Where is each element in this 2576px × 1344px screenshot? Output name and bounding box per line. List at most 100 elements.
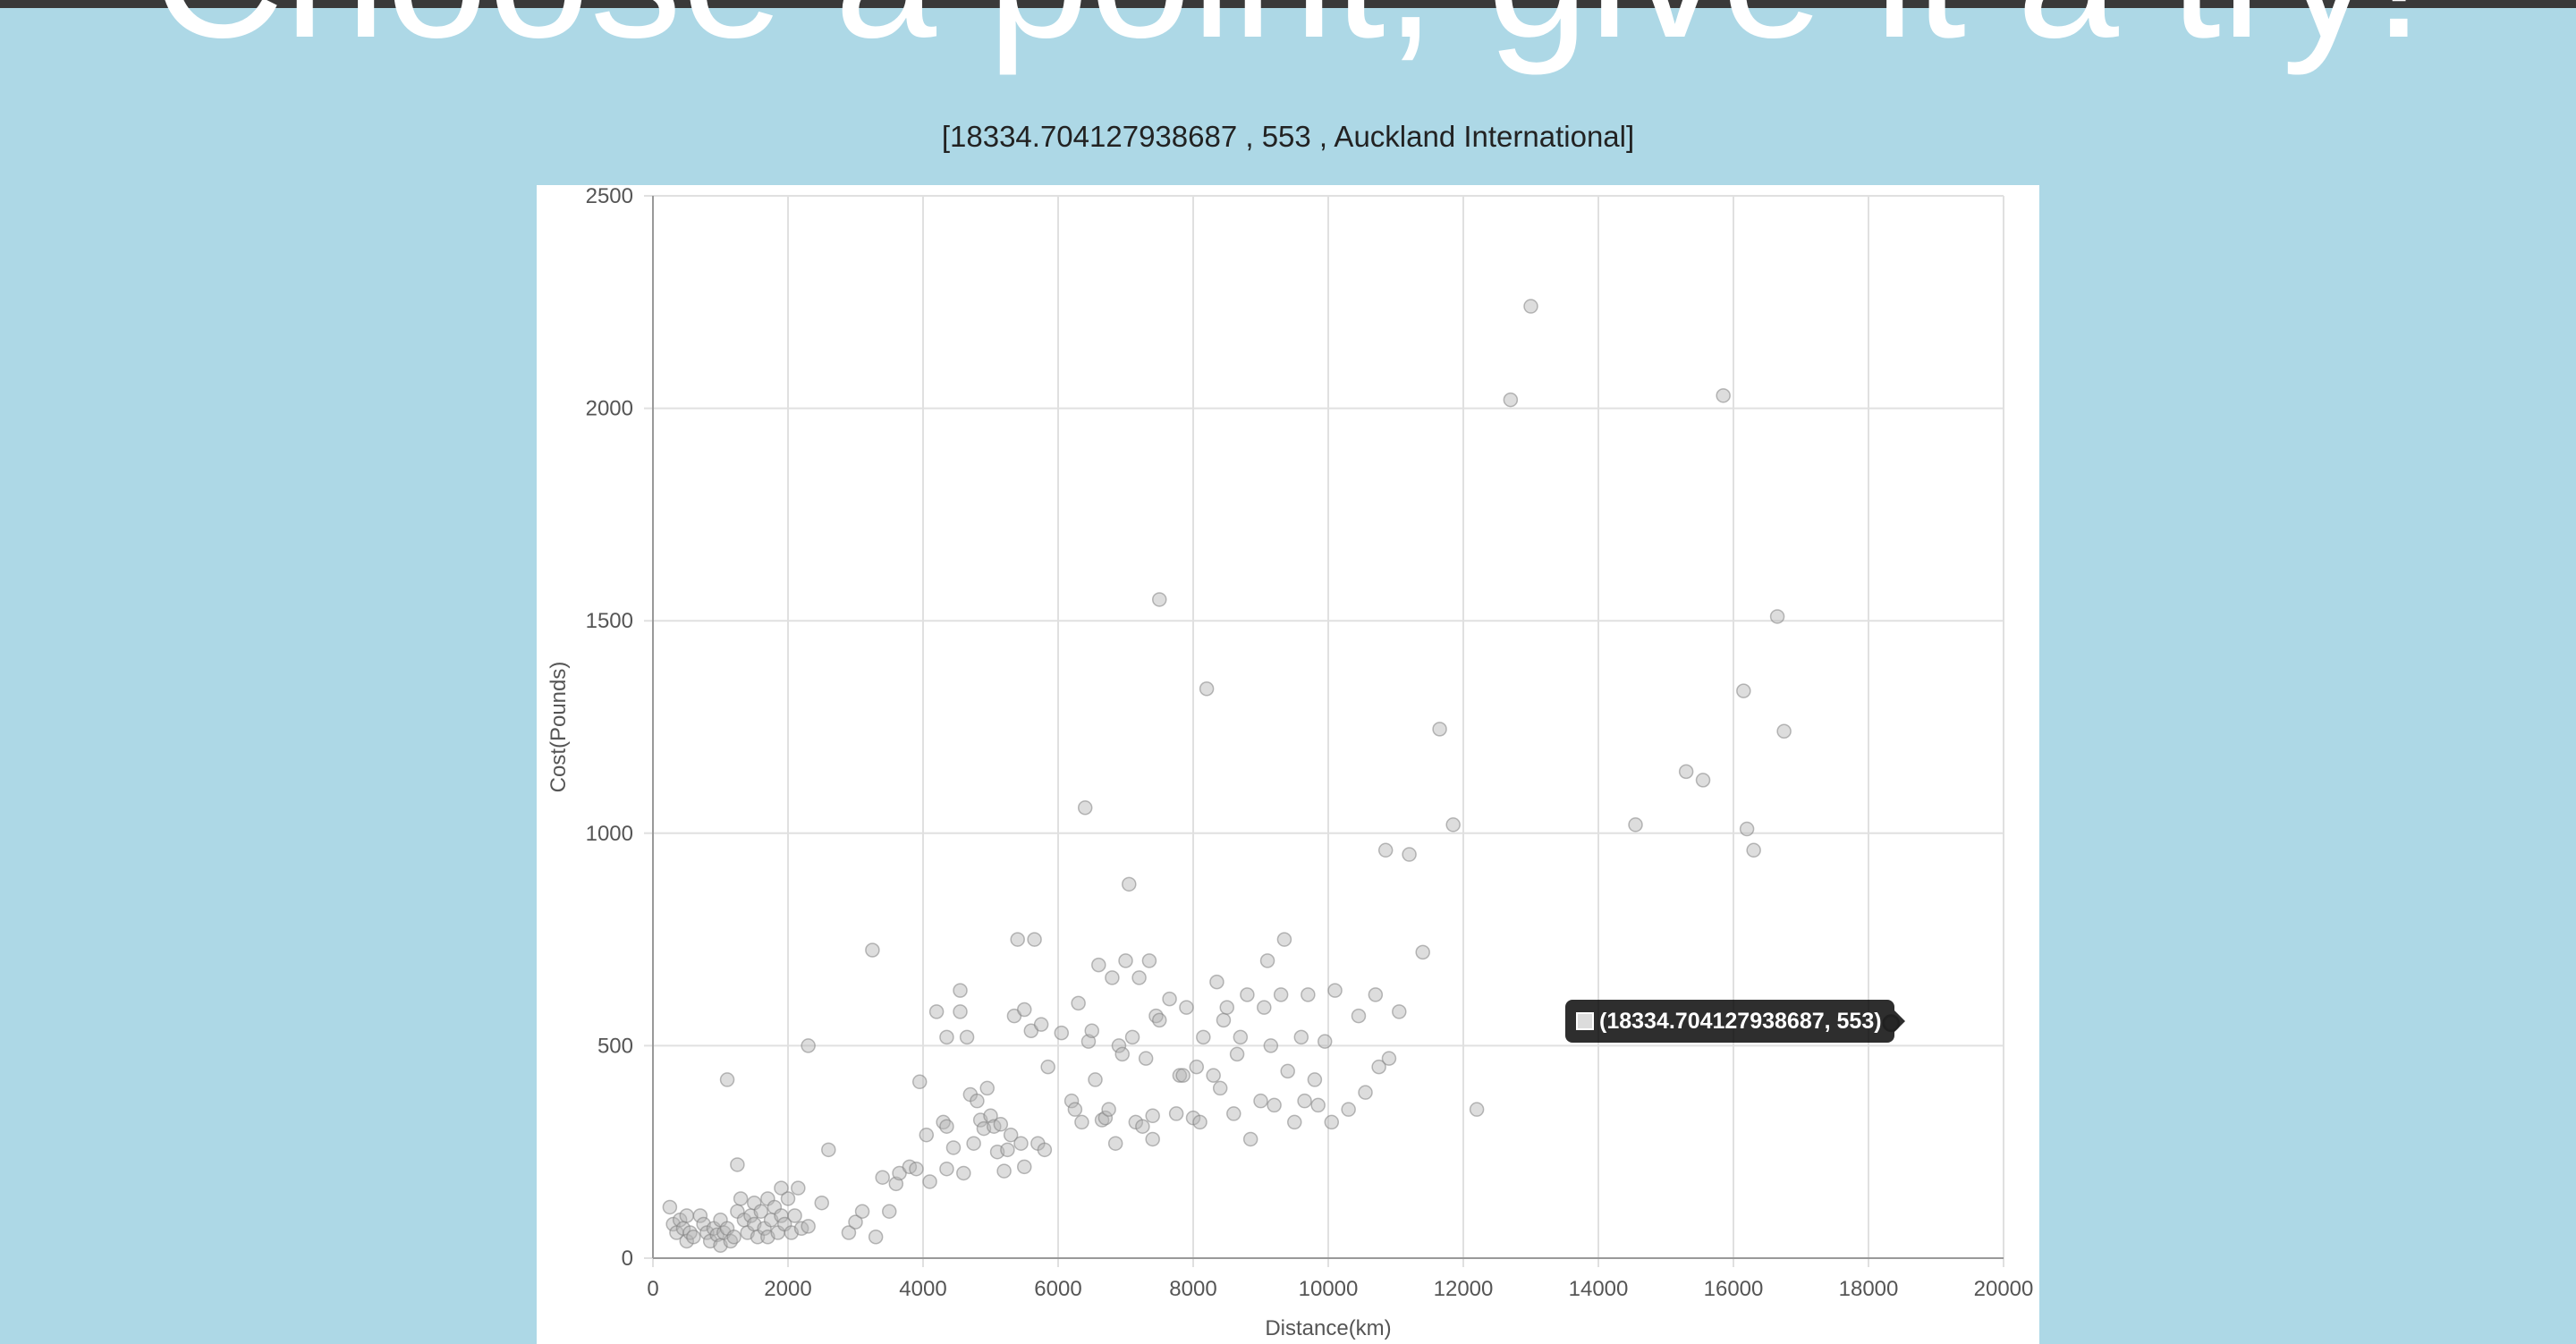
- data-point: [993, 1117, 1009, 1132]
- data-point: [1017, 1002, 1032, 1018]
- data-point: [939, 1161, 954, 1177]
- data-point: [1152, 1012, 1167, 1028]
- scatter-chart: 0 2000 4000 6000 8000 10000 12000 14000 16000 180…: [547, 185, 2033, 1340]
- data-point: [1040, 1059, 1055, 1075]
- x-tick-label: 0: [647, 1277, 658, 1301]
- data-point: [1776, 723, 1792, 740]
- data-point: [1293, 1029, 1309, 1045]
- data-point: [956, 1165, 971, 1181]
- data-point: [1257, 1000, 1272, 1015]
- data-point: [919, 1127, 935, 1143]
- x-tick-label: 2000: [764, 1277, 811, 1301]
- data-point: [1209, 974, 1224, 990]
- data-point: [1307, 1072, 1323, 1087]
- data-point: [865, 942, 880, 958]
- data-point: [1297, 1093, 1312, 1109]
- data-point: [1135, 1119, 1150, 1134]
- data-point: [970, 1093, 985, 1109]
- data-point: [679, 1208, 694, 1223]
- data-point: [1229, 1046, 1245, 1062]
- data-point: [730, 1157, 745, 1172]
- data-point: [1145, 1108, 1160, 1124]
- data-point: [692, 1208, 708, 1223]
- tooltip-text: (18334.704127938687, 553): [1599, 1008, 1882, 1034]
- data-point: [841, 1225, 857, 1240]
- data-point: [909, 1161, 924, 1177]
- data-point: [1097, 1110, 1114, 1126]
- y-tick-label: 1500: [586, 609, 633, 633]
- data-point: [1071, 995, 1086, 1011]
- data-point: [753, 1204, 769, 1219]
- x-tick-label: 18000: [1839, 1277, 1899, 1301]
- data-point: [662, 1199, 678, 1215]
- data-point: [1381, 1051, 1397, 1066]
- data-point: [1469, 1102, 1485, 1117]
- data-point: [848, 1214, 863, 1230]
- data-point: [1088, 1072, 1103, 1087]
- data-point: [1695, 773, 1711, 788]
- data-point: [1179, 1000, 1194, 1015]
- y-tick-label: 2000: [586, 397, 633, 421]
- data-point: [1628, 817, 1643, 833]
- x-tick-label: 16000: [1704, 1277, 1764, 1301]
- data-point: [1091, 957, 1106, 973]
- data-point: [953, 983, 968, 998]
- page-title: Choose a point, give it a try!: [0, 0, 2576, 65]
- x-tick-label: 8000: [1169, 1277, 1216, 1301]
- x-tick-label: 14000: [1569, 1277, 1629, 1301]
- data-point: [1037, 1142, 1053, 1158]
- y-tick-label: 500: [597, 1034, 633, 1058]
- data-point: [1523, 299, 1538, 314]
- data-point: [1368, 987, 1384, 1002]
- y-tick-label: 2500: [586, 185, 633, 208]
- data-point: [1327, 983, 1343, 998]
- data-point: [1101, 1102, 1116, 1117]
- data-point: [911, 1074, 928, 1090]
- data-point: [1341, 1102, 1356, 1117]
- data-point: [1746, 842, 1761, 858]
- data-point: [1503, 392, 1519, 408]
- data-point: [726, 1229, 741, 1245]
- data-point: [1196, 1029, 1211, 1045]
- data-point: [1122, 876, 1137, 892]
- tooltip-color-swatch: [1576, 1012, 1594, 1030]
- data-point: [1402, 847, 1417, 862]
- chart-panel: 0 2000 4000 6000 8000 10000 12000 14000 16000 180…: [537, 185, 2039, 1344]
- data-point: [814, 1195, 829, 1211]
- data-point: [787, 1208, 802, 1223]
- data-point: [686, 1229, 701, 1245]
- data-point: [1377, 842, 1394, 858]
- data-point: [966, 1136, 981, 1151]
- data-point: [1678, 764, 1694, 780]
- data-point: [791, 1180, 806, 1196]
- data-point: [1216, 1012, 1232, 1028]
- data-point: [1033, 1017, 1049, 1032]
- data-point: [1152, 592, 1167, 607]
- data-point: [959, 1029, 975, 1045]
- data-point: [1259, 953, 1275, 968]
- data-point: [1263, 1038, 1279, 1053]
- data-point: [1392, 1004, 1407, 1019]
- selected-point-info: [18334.704127938687 , 553 , Auckland Int…: [941, 120, 1635, 153]
- data-point: [1317, 1034, 1333, 1049]
- data-point: [1017, 1159, 1032, 1175]
- x-tick-label: 4000: [899, 1277, 946, 1301]
- data-point: [1324, 1114, 1340, 1130]
- data-point: [1114, 1046, 1130, 1062]
- data-point: [1054, 1025, 1070, 1041]
- data-point: [1118, 953, 1133, 968]
- data-point: [1739, 821, 1755, 837]
- data-point: [1162, 991, 1177, 1007]
- data-point: [801, 1038, 816, 1053]
- data-point: [1067, 1102, 1083, 1117]
- data-point: [996, 1163, 1012, 1179]
- x-tick-label: 10000: [1299, 1277, 1359, 1301]
- data-point: [922, 1174, 937, 1189]
- y-tick-label: 1000: [586, 822, 633, 846]
- data-point: [774, 1180, 789, 1196]
- data-point: [1084, 1023, 1099, 1039]
- data-point: [1253, 1093, 1268, 1109]
- data-point: [1310, 1097, 1326, 1113]
- data-point: [1212, 1080, 1228, 1096]
- data-point: [1219, 1000, 1234, 1015]
